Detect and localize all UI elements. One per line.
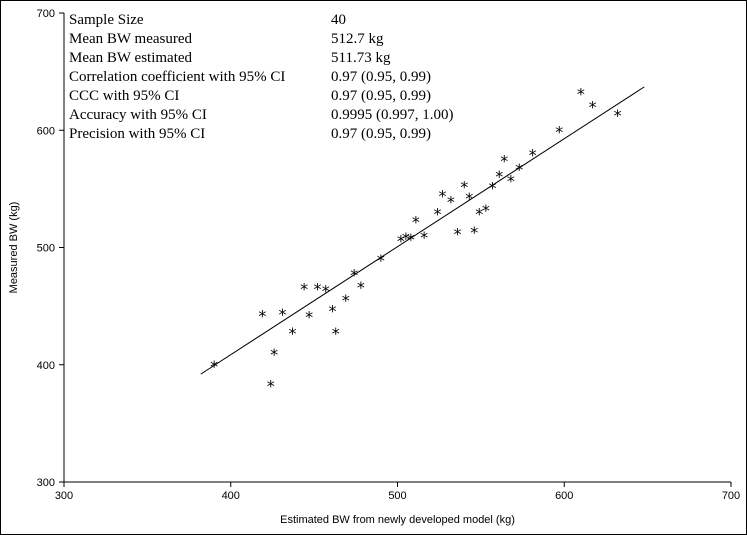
data-point-asterisk: * <box>614 106 622 125</box>
stat-label: Mean BW measured <box>69 31 193 47</box>
x-tick-label: 300 <box>55 490 73 502</box>
data-point-asterisk: * <box>267 377 275 396</box>
data-point-asterisk: * <box>322 282 330 301</box>
stat-value: 0.9995 (0.997, 1.00) <box>331 107 454 123</box>
stat-value: 0.97 (0.95, 0.99) <box>331 126 431 142</box>
stat-value: 40 <box>331 12 346 28</box>
stat-row: Precision with 95% CI 0.97 (0.95, 0.99) <box>69 125 454 144</box>
data-point-asterisk: * <box>288 324 296 343</box>
data-point-asterisk: * <box>460 177 468 196</box>
data-point-asterisk: * <box>332 324 340 343</box>
stat-value: 511.73 kg <box>331 50 391 66</box>
data-point-asterisk: * <box>447 193 455 212</box>
stat-row: CCC with 95% CI 0.97 (0.95, 0.99) <box>69 87 454 106</box>
stat-label: Precision with 95% CI <box>69 126 206 142</box>
data-point-asterisk: * <box>495 167 503 186</box>
stat-label: Correlation coefficient with 95% CI <box>69 69 286 85</box>
data-point-asterisk: * <box>407 230 415 249</box>
data-point-asterisk: * <box>507 171 515 190</box>
stat-label: Sample Size <box>69 12 144 28</box>
y-tick-label: 500 <box>37 243 55 255</box>
data-point-asterisk: * <box>454 224 462 243</box>
regression-line <box>200 86 645 375</box>
data-point-asterisk: * <box>350 265 358 284</box>
data-point-asterisk: * <box>210 357 218 376</box>
data-point-asterisk: * <box>465 189 473 208</box>
data-point-asterisk: * <box>434 204 442 223</box>
data-point-asterisk: * <box>475 204 483 223</box>
data-point-asterisk: * <box>258 306 266 325</box>
x-axis-title: Estimated BW from newly developed model … <box>280 514 515 526</box>
data-point-asterisk: * <box>555 122 563 141</box>
data-point-asterisk: * <box>377 251 385 270</box>
data-point-asterisk: * <box>439 187 447 206</box>
stats-block: Sample Size 40 Mean BW measured 512.7 kg… <box>69 11 454 144</box>
data-point-asterisk: * <box>577 85 585 104</box>
data-point-asterisk: * <box>412 213 420 232</box>
y-axis-title: Measured BW (kg) <box>8 202 20 294</box>
stat-row: Mean BW estimated 511.73 kg <box>69 49 454 68</box>
data-point-asterisk: * <box>529 146 537 165</box>
stat-value: 0.97 (0.95, 0.99) <box>331 69 431 85</box>
stat-label: Accuracy with 95% CI <box>69 107 207 123</box>
data-point-asterisk: * <box>342 291 350 310</box>
data-point-asterisk: * <box>489 179 497 198</box>
data-point-asterisk: * <box>328 302 336 321</box>
data-point-asterisk: * <box>515 160 523 179</box>
data-point-asterisk: * <box>482 201 490 220</box>
data-point-asterisk: * <box>420 228 428 247</box>
x-tick-label: 500 <box>388 490 406 502</box>
y-tick-label: 700 <box>37 8 55 20</box>
stat-value: 512.7 kg <box>331 31 384 47</box>
stat-row: Correlation coefficient with 95% CI 0.97… <box>69 68 454 87</box>
data-point-asterisk: * <box>500 152 508 171</box>
x-tick-label: 700 <box>722 490 740 502</box>
data-point-asterisk: * <box>313 279 321 298</box>
data-point-asterisk: * <box>278 305 286 324</box>
data-point-asterisk: * <box>270 345 278 364</box>
data-point-asterisk: * <box>589 98 597 117</box>
stat-row: Mean BW measured 512.7 kg <box>69 30 454 49</box>
stat-value: 0.97 (0.95, 0.99) <box>331 88 431 104</box>
stat-label: CCC with 95% CI <box>69 88 180 104</box>
data-point-asterisk: * <box>397 231 405 250</box>
y-tick-label: 300 <box>37 477 55 489</box>
data-point-asterisk: * <box>305 308 313 327</box>
x-tick-label: 400 <box>222 490 240 502</box>
y-tick-label: 400 <box>37 360 55 372</box>
x-tick-label: 600 <box>555 490 573 502</box>
data-point-asterisk: * <box>470 223 478 242</box>
stat-label: Mean BW estimated <box>69 50 193 66</box>
stat-row: Sample Size 40 <box>69 11 454 30</box>
data-point-asterisk: * <box>357 278 365 297</box>
data-point-asterisk: * <box>402 229 410 248</box>
stat-row: Accuracy with 95% CI 0.9995 (0.997, 1.00… <box>69 106 454 125</box>
data-point-asterisk: * <box>300 279 308 298</box>
y-tick-label: 600 <box>37 125 55 137</box>
